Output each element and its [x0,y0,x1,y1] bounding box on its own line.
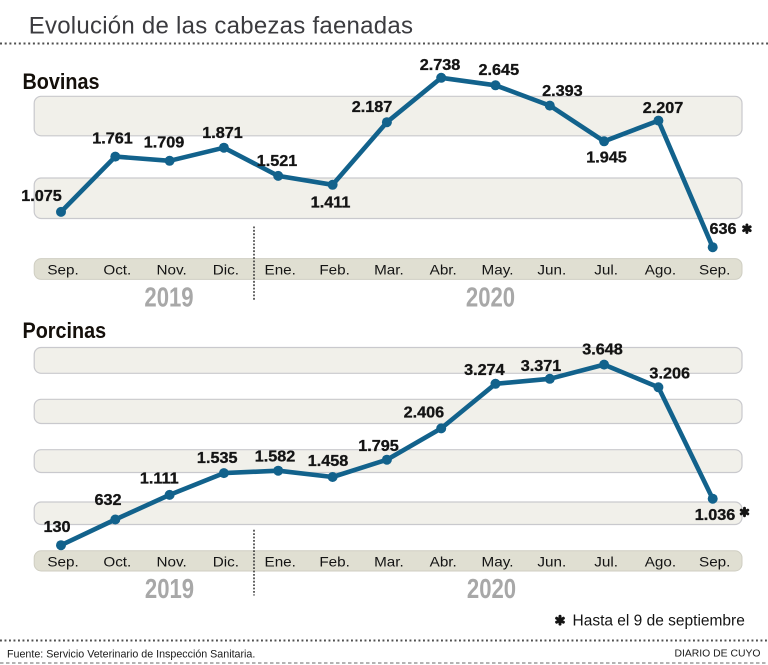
svg-text:1.521: 1.521 [257,153,298,169]
svg-text:Sep.: Sep. [699,555,730,570]
svg-text:Ene.: Ene. [265,555,296,570]
svg-text:2019: 2019 [144,282,193,313]
svg-text:Sep.: Sep. [47,263,78,278]
svg-text:2019: 2019 [145,573,194,604]
svg-text:Fuente: Servicio Veterinario d: Fuente: Servicio Veterinario de Inspecci… [7,649,255,661]
svg-text:Porcinas: Porcinas [23,319,107,343]
svg-text:1.111: 1.111 [140,471,179,487]
svg-text:Feb.: Feb. [319,555,349,570]
svg-text:1.535: 1.535 [197,450,238,466]
svg-text:130: 130 [43,519,70,535]
svg-text:1.871: 1.871 [202,125,243,141]
svg-text:Ago.: Ago. [645,263,676,278]
svg-text:Mar.: Mar. [374,555,404,570]
svg-text:1.795: 1.795 [358,438,399,454]
svg-text:Sep.: Sep. [699,263,730,278]
svg-text:Ago.: Ago. [645,555,676,570]
svg-text:1.075: 1.075 [21,188,62,204]
svg-text:Hasta el 9 de septiembre: Hasta el 9 de septiembre [573,613,745,630]
svg-text:2020: 2020 [467,573,516,604]
svg-text:DIARIO DE CUYO: DIARIO DE CUYO [674,649,760,660]
svg-text:Ene.: Ene. [265,263,296,278]
svg-text:May.: May. [482,555,514,570]
svg-text:Jun.: Jun. [537,263,566,278]
svg-text:1.411: 1.411 [311,195,351,211]
svg-text:Dic.: Dic. [213,263,239,278]
svg-text:2.406: 2.406 [404,405,445,421]
svg-text:1.945: 1.945 [586,150,627,166]
svg-text:Jun.: Jun. [537,555,566,570]
svg-text:Dic.: Dic. [213,555,239,570]
svg-text:1.582: 1.582 [255,449,296,465]
svg-text:2.187: 2.187 [352,99,393,115]
svg-text:Nov.: Nov. [156,263,186,278]
svg-text:Evolución de las cabezas faena: Evolución de las cabezas faenadas [29,13,414,40]
svg-text:2020: 2020 [466,282,515,313]
svg-text:Mar.: Mar. [374,263,404,278]
svg-text:Oct.: Oct. [103,555,131,570]
svg-text:Abr.: Abr. [430,263,457,278]
svg-text:Jul.: Jul. [594,555,618,570]
svg-text:1.761: 1.761 [92,131,133,147]
svg-text:3.371: 3.371 [521,358,562,374]
svg-text:2.738: 2.738 [420,57,461,73]
svg-text:3.274: 3.274 [464,362,505,378]
svg-text:636: 636 [709,222,736,238]
svg-text:1.458: 1.458 [308,453,349,469]
svg-text:3.648: 3.648 [582,342,623,358]
svg-text:632: 632 [94,492,121,508]
svg-text:3.206: 3.206 [649,366,690,382]
svg-text:Feb.: Feb. [319,263,349,278]
svg-text:Oct.: Oct. [103,263,131,278]
svg-text:2.393: 2.393 [542,83,583,99]
svg-text:1.709: 1.709 [144,135,185,151]
svg-text:Jul.: Jul. [594,263,618,278]
svg-text:Bovinas: Bovinas [23,70,100,94]
svg-text:May.: May. [482,263,514,278]
svg-text:1.036: 1.036 [695,507,736,523]
svg-text:2.207: 2.207 [643,100,684,116]
svg-text:Nov.: Nov. [156,555,186,570]
svg-text:2.645: 2.645 [479,62,520,78]
svg-text:Abr.: Abr. [430,555,457,570]
svg-text:Sep.: Sep. [47,555,78,570]
